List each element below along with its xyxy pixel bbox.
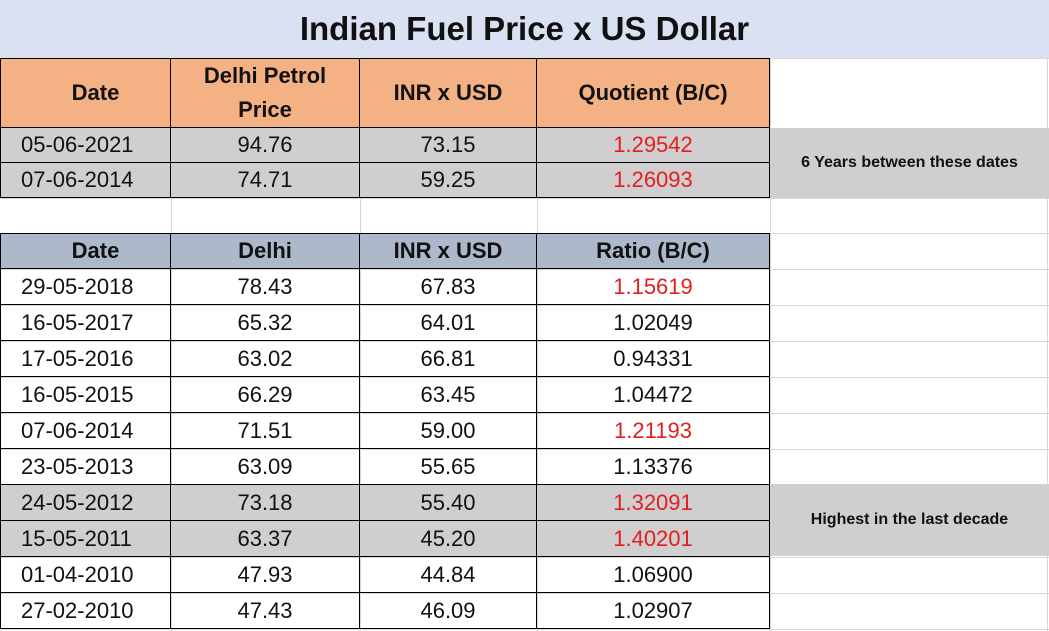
table1-cell-inr[interactable]: 73.15 [360,128,537,163]
table2-header-cell[interactable]: INR x USD [360,233,537,269]
table2-cell-ratio[interactable]: 1.02907 [537,593,770,629]
gridline [770,58,771,631]
gridline [0,377,1049,378]
table1-cell-price[interactable]: 74.71 [171,163,360,198]
gridline [171,58,172,631]
table2-cell-price[interactable]: 63.02 [171,341,360,377]
table2-cell-date[interactable]: 16-05-2017 [0,305,171,341]
table2-cell-date[interactable]: 17-05-2016 [0,341,171,377]
table2-cell-date[interactable]: 23-05-2013 [0,449,171,485]
table2-cell-price[interactable]: 63.09 [171,449,360,485]
table2-cell-ratio[interactable]: 1.02049 [537,305,770,341]
table2-cell-ratio[interactable]: 1.21193 [537,413,770,449]
table1-header-cell[interactable]: Delhi Petrol Price [171,58,360,128]
table2-cell-price[interactable]: 78.43 [171,269,360,305]
table1-cell-inr[interactable]: 59.25 [360,163,537,198]
gridline [0,305,1049,306]
table2-cell-price[interactable]: 73.18 [171,485,360,521]
table2-cell-date[interactable]: 24-05-2012 [0,485,171,521]
table2-cell-date[interactable]: 15-05-2011 [0,521,171,557]
table2-cell-date[interactable]: 29-05-2018 [0,269,171,305]
table2-cell-date[interactable]: 07-06-2014 [0,413,171,449]
gridline [0,593,1049,594]
table2-cell-inr[interactable]: 55.65 [360,449,537,485]
table2-header-cell[interactable]: Date [0,233,171,269]
table2-cell-inr[interactable]: 59.00 [360,413,537,449]
table2-cell-inr[interactable]: 67.83 [360,269,537,305]
header-line: Price [238,96,292,122]
gridline [0,413,1049,414]
gridline [0,198,1049,199]
table2-cell-inr[interactable]: 55.40 [360,485,537,521]
table1-header-cell[interactable]: Date [0,58,171,128]
table1-cell-ratio[interactable]: 1.26093 [537,163,770,198]
table2-cell-price[interactable]: 65.32 [171,305,360,341]
note-six-years: 6 Years between these dates [770,128,1049,198]
table2-cell-price[interactable]: 71.51 [171,413,360,449]
table2-cell-inr[interactable]: 64.01 [360,305,537,341]
table2-cell-ratio[interactable]: 1.13376 [537,449,770,485]
table2-cell-ratio[interactable]: 1.32091 [537,485,770,521]
table2-cell-inr[interactable]: 45.20 [360,521,537,557]
gridline [0,557,1049,558]
table2-cell-price[interactable]: 47.43 [171,593,360,629]
table2-cell-ratio[interactable]: 1.40201 [537,521,770,557]
table1-header-cell[interactable]: Quotient (B/C) [537,58,770,128]
table2-header-cell[interactable]: Ratio (B/C) [537,233,770,269]
table2-cell-date[interactable]: 27-02-2010 [0,593,171,629]
table2-cell-date[interactable]: 16-05-2015 [0,377,171,413]
table2-top-border [0,233,770,234]
note-highest-decade: Highest in the last decade [770,484,1049,556]
table1-top-border [0,58,770,59]
table2-cell-inr[interactable]: 44.84 [360,557,537,593]
gridline [0,449,1049,450]
table1-cell-date[interactable]: 05-06-2021 [0,128,171,163]
table2-cell-ratio[interactable]: 1.15619 [537,269,770,305]
table2-cell-ratio[interactable]: 0.94331 [537,341,770,377]
header-line: Delhi Petrol [203,62,327,88]
gridline [360,58,361,631]
gridline [0,269,1049,270]
table2-cell-price[interactable]: 66.29 [171,377,360,413]
table2-cell-date[interactable]: 01-04-2010 [0,557,171,593]
gridline [1047,58,1048,631]
table1-cell-date[interactable]: 07-06-2014 [0,163,171,198]
sheet-title: Indian Fuel Price x US Dollar [0,0,1049,58]
gridline [0,629,1049,630]
table1-cell-ratio[interactable]: 1.29542 [537,128,770,163]
table2-cell-price[interactable]: 63.37 [171,521,360,557]
table2-header-cell[interactable]: Delhi [171,233,360,269]
gridline [0,341,1049,342]
table2-cell-ratio[interactable]: 1.06900 [537,557,770,593]
table2-cell-price[interactable]: 47.93 [171,557,360,593]
table1-header-cell[interactable]: INR x USD [360,58,537,128]
gridline [537,58,538,631]
table2-cell-ratio[interactable]: 1.04472 [537,377,770,413]
table2-cell-inr[interactable]: 46.09 [360,593,537,629]
table2-cell-inr[interactable]: 66.81 [360,341,537,377]
table2-cell-inr[interactable]: 63.45 [360,377,537,413]
table1-cell-price[interactable]: 94.76 [171,128,360,163]
